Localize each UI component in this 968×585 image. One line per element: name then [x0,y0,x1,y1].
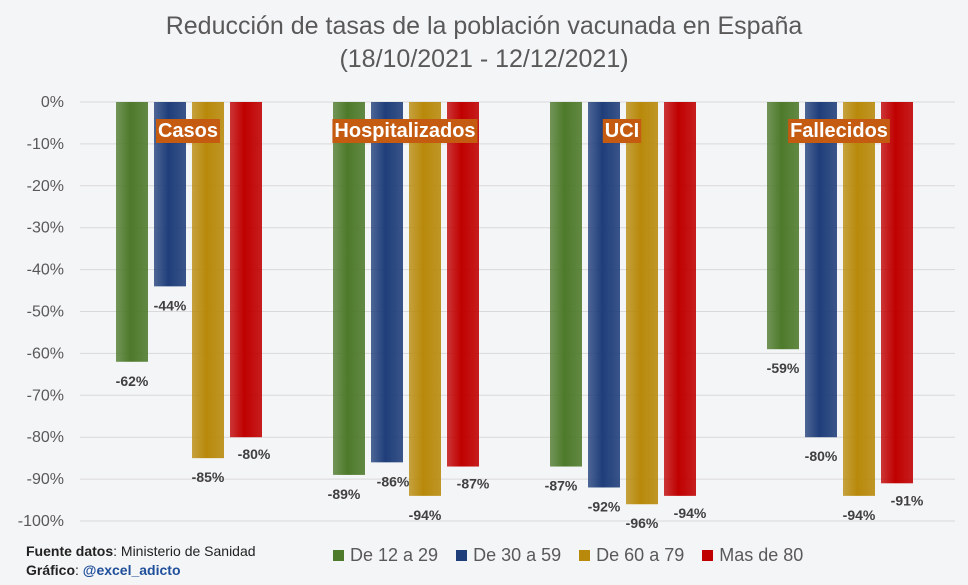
legend-label: De 30 a 59 [473,545,562,565]
bar-fallecidos-de-60-a-79 [843,102,875,496]
y-tick-label: -70% [27,387,64,404]
chart-credit-label: Gráfico [26,562,76,578]
category-label-fallecidos: Fallecidos [788,119,890,143]
data-label: -44% [154,297,187,313]
category-label-casos: Casos [155,119,221,143]
data-label: -92% [588,498,621,514]
legend: De 12 a 29 De 30 a 59 De 60 a 79 Mas de 80 [333,545,803,566]
bar-casos-de-60-a-79 [192,102,224,459]
chart-credit-handle: @excel_adicto [82,562,181,578]
source-label: Fuente datos [26,543,114,559]
data-label: -86% [377,473,410,489]
data-label: -94% [674,505,707,521]
category-label-uci: UCI [602,119,642,143]
data-label: -62% [116,373,149,389]
data-label: -87% [545,478,578,494]
y-tick-label: -50% [27,304,64,321]
legend-item-de-30-a-59: De 30 a 59 [456,545,561,566]
legend-swatch [333,550,344,561]
bar-hospitalizados-mas-de-80 [447,102,479,467]
data-label: -85% [192,469,225,485]
y-tick-label: -90% [27,471,64,488]
legend-swatch [579,550,591,561]
category-label-box [602,119,642,143]
y-tick-label: -10% [27,136,64,153]
bar-hospitalizados-de-30-a-59 [371,102,403,463]
data-label: -94% [843,507,876,523]
bar-uci-de-30-a-59 [588,102,620,488]
chart-title-line1: Reducción de tasas de la población vacun… [165,12,803,40]
bar-fallecidos-mas-de-80 [881,102,913,484]
bar-uci-de-60-a-79 [626,102,658,505]
data-label: -94% [409,507,442,523]
y-tick-label: -60% [27,345,64,362]
bar-fallecidos-de-30-a-59 [805,102,837,438]
legend-label: Mas de 80 [719,545,804,565]
y-tick-label: -20% [27,178,64,195]
data-label: -91% [891,492,924,508]
category-label-text: Casos [158,120,218,142]
data-label: -80% [238,446,271,462]
category-label-box [788,119,890,143]
data-label: -89% [328,486,361,502]
chart-title-line2: (18/10/2021 - 12/12/2021) [339,45,629,73]
bar-chart: 0% -10% -20% -30% -40% -50% -60% -70% -80% -90% -1… [18,94,955,531]
legend-item-mas-de-80: Mas de 80 [702,545,803,566]
bar-hospitalizados-de-12-a-29 [333,102,365,475]
y-tick-label: -80% [27,429,64,446]
data-label: -59% [767,360,800,376]
source-line: Fuente datos: Ministerio de Sanidad [26,542,256,561]
chart-credit-line: Gráfico: @excel_adicto [26,561,256,580]
category-label-text: Fallecidos [790,120,888,142]
y-tick-label: 0% [41,94,64,111]
legend-label: De 60 a 79 [596,545,685,565]
legend-label: De 12 a 29 [350,545,439,565]
legend-swatch [702,550,714,561]
data-label: -96% [626,515,659,531]
legend-swatch [456,550,468,561]
source-value: : Ministerio de Sanidad [113,543,256,559]
category-label-hospitalizados: Hospitalizados [332,119,478,143]
bar-uci-mas-de-80 [664,102,696,496]
footer-credits: Fuente datos: Ministerio de Sanidad Gráf… [26,542,256,580]
category-label-text: UCI [605,120,639,142]
data-label: -80% [805,448,838,464]
y-tick-label: -40% [27,262,64,279]
category-label-box [155,119,221,143]
legend-item-de-60-a-79: De 60 a 79 [579,545,684,566]
bar-hospitalizados-de-60-a-79 [409,102,441,496]
bar-fallecidos-de-12-a-29 [767,102,799,350]
bar-casos-de-12-a-29 [116,102,148,362]
category-label-box [332,119,478,143]
chart-title: Reducción de tasas de la población vacun… [0,10,968,76]
y-tick-label: -100% [18,513,64,530]
bar-uci-de-12-a-29 [550,102,582,467]
legend-item-de-12-a-29: De 12 a 29 [333,545,438,566]
bar-casos-mas-de-80 [230,102,262,438]
chart-credit-sep: : [75,562,83,578]
data-label: -87% [457,476,490,492]
category-label-text: Hospitalizados [334,120,475,142]
y-tick-label: -30% [27,220,64,237]
